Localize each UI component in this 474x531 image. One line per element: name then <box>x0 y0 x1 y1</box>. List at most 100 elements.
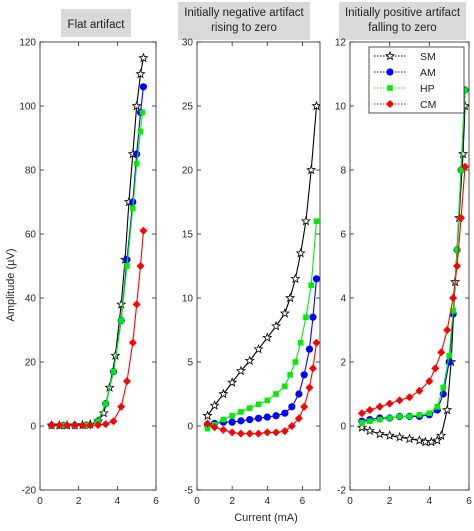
legend: SM AM HP CM <box>368 46 465 114</box>
data-point-hp <box>406 413 413 420</box>
data-point-cm <box>55 421 64 430</box>
data-point-sm <box>227 377 238 387</box>
series-cm <box>357 162 469 418</box>
data-point-sm <box>384 430 395 440</box>
data-point-sm <box>364 425 375 436</box>
data-point-cm <box>117 402 126 411</box>
x-axis-label: Current (mA) <box>234 512 298 524</box>
data-point-cm <box>132 300 141 309</box>
chart-title: Initially positive artifact falling to ze… <box>345 7 461 34</box>
data-point-cm <box>365 406 374 414</box>
legend-box <box>368 46 465 114</box>
data-point-cm <box>101 420 110 429</box>
data-point-cm <box>47 421 56 430</box>
data-point-cm <box>86 421 95 430</box>
data-point-cm <box>78 421 87 430</box>
data-point-sm <box>270 320 282 331</box>
x-tick-label: 6 <box>466 496 472 507</box>
data-point-cm <box>280 427 289 436</box>
chart-title-line: falling to zero <box>368 22 436 34</box>
data-point-am <box>288 403 296 411</box>
legend-entry-am: AM <box>374 67 436 79</box>
y-tick-label: 60 <box>25 230 37 241</box>
legend-entry-cm: CM <box>374 99 436 111</box>
data-point-hp <box>458 167 464 173</box>
data-point-hp <box>130 205 136 212</box>
data-point-cm <box>203 419 212 428</box>
data-point-cm <box>385 399 394 408</box>
y-tick-label: 40 <box>25 294 37 305</box>
y-tick-label: 12 <box>335 38 347 49</box>
y-tick-label: 0 <box>340 422 346 433</box>
series-line-cm <box>207 342 318 435</box>
y-tick-label: 20 <box>182 166 194 177</box>
x-tick-label: 4 <box>115 496 121 507</box>
x-tick-label: 4 <box>265 496 271 507</box>
data-point-cm <box>375 402 384 411</box>
chart-title-box <box>339 2 466 40</box>
y-tick-label: -20 <box>22 486 37 497</box>
legend-label: HP <box>420 83 435 95</box>
data-point-cm <box>70 421 79 430</box>
data-point-sm <box>426 436 437 447</box>
data-point-cm <box>300 402 309 411</box>
data-point-hp <box>396 413 403 420</box>
data-point-cm <box>236 429 245 438</box>
data-point-hp <box>308 282 315 288</box>
data-point-cm <box>128 338 137 347</box>
data-point-am <box>139 83 148 91</box>
y-tick-label: 6 <box>340 230 346 241</box>
legend-marker <box>387 85 393 91</box>
y-tick-label: 2 <box>340 358 346 369</box>
data-point-hp <box>255 401 262 408</box>
data-point-cm <box>453 262 462 270</box>
data-point-cm <box>263 428 272 437</box>
data-point-sm <box>131 100 142 111</box>
y-tick-label: -2 <box>337 486 346 497</box>
y-tick-label: 30 <box>182 38 194 49</box>
chart-panel-3: Initially positive artifact falling to ze… <box>335 2 472 507</box>
data-point-hp <box>454 247 460 253</box>
data-point-hp <box>264 397 271 404</box>
data-point-sm <box>244 355 255 366</box>
data-point-cm <box>308 364 317 373</box>
legend-marker <box>386 100 394 108</box>
data-point-am <box>129 198 137 206</box>
data-point-cm <box>294 414 303 423</box>
data-point-sm <box>253 343 264 354</box>
data-point-cm <box>357 409 366 418</box>
x-tick-label: 2 <box>76 496 82 507</box>
data-point-cm <box>219 425 228 434</box>
data-point-cm <box>63 421 72 430</box>
data-point-hp <box>376 416 383 423</box>
chart-title-box <box>61 9 131 37</box>
y-tick-label: 20 <box>25 358 37 369</box>
data-point-cm <box>245 429 254 438</box>
y-tick-label: 80 <box>25 166 37 177</box>
data-point-sm <box>235 365 247 376</box>
y-tick-label: 0 <box>187 422 193 433</box>
data-point-cm <box>287 422 296 430</box>
data-point-hp <box>124 263 130 269</box>
x-tick-label: 2 <box>229 496 235 507</box>
data-point-hp <box>416 412 423 418</box>
series-line-hp <box>207 221 318 430</box>
chart-title-line: Initially positive artifact <box>345 7 461 19</box>
data-point-hp <box>434 404 441 410</box>
data-point-sm <box>404 433 415 444</box>
data-point-hp <box>450 308 456 314</box>
data-point-sm <box>414 435 425 445</box>
data-point-am <box>312 275 320 283</box>
data-point-cm <box>405 393 414 402</box>
data-point-hp <box>297 340 304 346</box>
data-point-hp <box>446 352 452 359</box>
x-tick-label: 6 <box>153 496 159 507</box>
data-point-hp <box>359 420 365 426</box>
data-point-cm <box>461 162 469 171</box>
data-point-sm <box>311 100 320 111</box>
data-point-cm <box>272 428 281 437</box>
series-line-sm <box>207 105 318 417</box>
data-point-am <box>295 390 303 398</box>
